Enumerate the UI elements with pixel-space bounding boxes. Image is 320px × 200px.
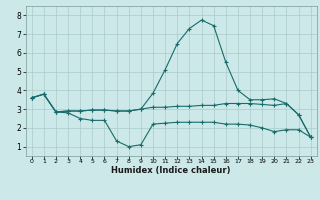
X-axis label: Humidex (Indice chaleur): Humidex (Indice chaleur) [111,166,231,175]
